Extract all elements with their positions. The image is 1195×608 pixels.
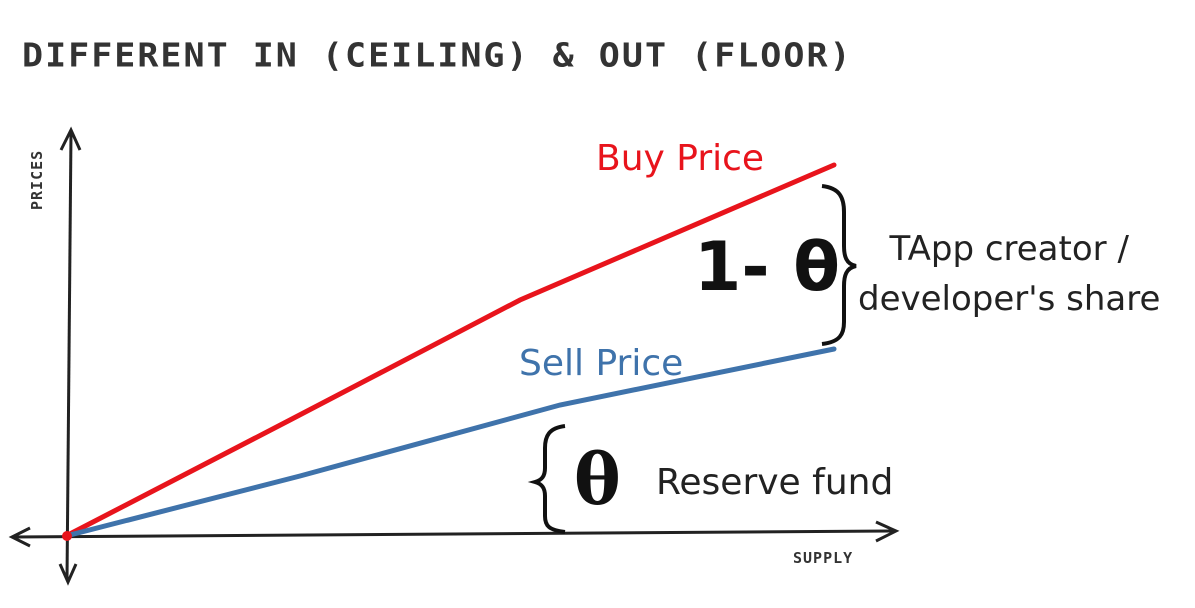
x-axis-left-arrowhead-icon [8, 526, 31, 548]
creator-share-label-line1: TApp creator / [889, 229, 1129, 269]
reserve-fund-label: Reserve fund [656, 462, 894, 503]
origin-point [62, 531, 72, 541]
page-title: DIFFERENT IN (CEILING) & OUT (FLOOR) [22, 37, 853, 75]
x-axis-label: SUPPLY [793, 549, 854, 567]
y-axis-label: PRICES [28, 149, 46, 210]
buy-price-label: Buy Price [596, 138, 765, 179]
buy-price-line [63, 162, 837, 539]
creator-share-formula: 1- θ [694, 228, 840, 307]
top-curly-brace-icon [821, 184, 857, 346]
sell-price-line [63, 346, 837, 539]
sell-price-label: Sell Price [519, 343, 684, 384]
x-axis [11, 529, 896, 539]
x-axis-arrowhead-icon [875, 520, 900, 543]
y-axis-bottom-arrowhead-icon [58, 563, 78, 586]
reserve-share-formula: θ [574, 438, 621, 521]
y-axis [65, 131, 73, 581]
creator-share-label: TApp creator / developer's share [858, 224, 1160, 324]
creator-share-label-line2: developer's share [858, 279, 1161, 319]
y-axis-arrowhead-icon [59, 126, 82, 151]
bottom-curly-brace-icon [527, 424, 566, 534]
